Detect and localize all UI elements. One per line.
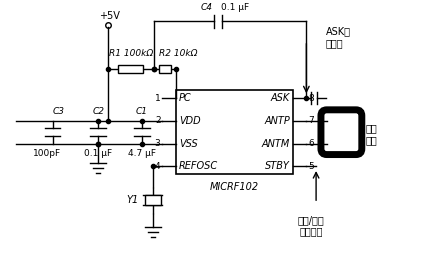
Text: VSS: VSS	[178, 139, 197, 149]
Text: C4: C4	[200, 3, 212, 12]
Text: R2 10kΩ: R2 10kΩ	[158, 49, 196, 58]
Text: ASK数: ASK数	[325, 26, 350, 36]
Text: +5V: +5V	[99, 11, 120, 21]
Text: 4.7 μF: 4.7 μF	[128, 149, 155, 158]
Text: 0.1 μF: 0.1 μF	[221, 3, 249, 12]
Bar	[118, 65, 143, 73]
Text: C1: C1	[136, 107, 148, 116]
Text: 4: 4	[155, 162, 160, 171]
Text: 1: 1	[154, 94, 160, 103]
Text: REFOSC: REFOSC	[178, 161, 218, 171]
Text: 6: 6	[308, 139, 314, 148]
Text: C2: C2	[92, 107, 104, 116]
Text: 印制: 印制	[365, 123, 377, 133]
Text: R1 100kΩ: R1 100kΩ	[109, 49, 153, 58]
Text: 0.1 μF: 0.1 μF	[84, 149, 112, 158]
Text: 模式控制: 模式控制	[299, 226, 322, 237]
Text: PC: PC	[178, 93, 191, 103]
Text: 8: 8	[308, 94, 314, 103]
Text: 7: 7	[308, 116, 314, 125]
Text: Y1: Y1	[127, 195, 139, 205]
Text: 天线: 天线	[365, 135, 377, 145]
Text: VDD: VDD	[178, 115, 200, 126]
Text: 5: 5	[308, 162, 314, 171]
Text: 3: 3	[154, 139, 160, 148]
Bar	[158, 65, 171, 73]
Text: C3: C3	[52, 107, 64, 116]
Text: MICRF102: MICRF102	[209, 182, 258, 192]
Bar	[144, 196, 160, 205]
Text: 据输入: 据输入	[325, 38, 343, 48]
Text: 2: 2	[155, 116, 160, 125]
Text: STBY: STBY	[265, 161, 289, 171]
Text: ANTM: ANTM	[261, 139, 289, 149]
Text: 发射/待机: 发射/待机	[297, 215, 324, 225]
Text: ASK: ASK	[270, 93, 289, 103]
Text: 100pF: 100pF	[33, 149, 61, 158]
Bar	[176, 90, 292, 174]
Text: ANTP: ANTP	[263, 115, 289, 126]
